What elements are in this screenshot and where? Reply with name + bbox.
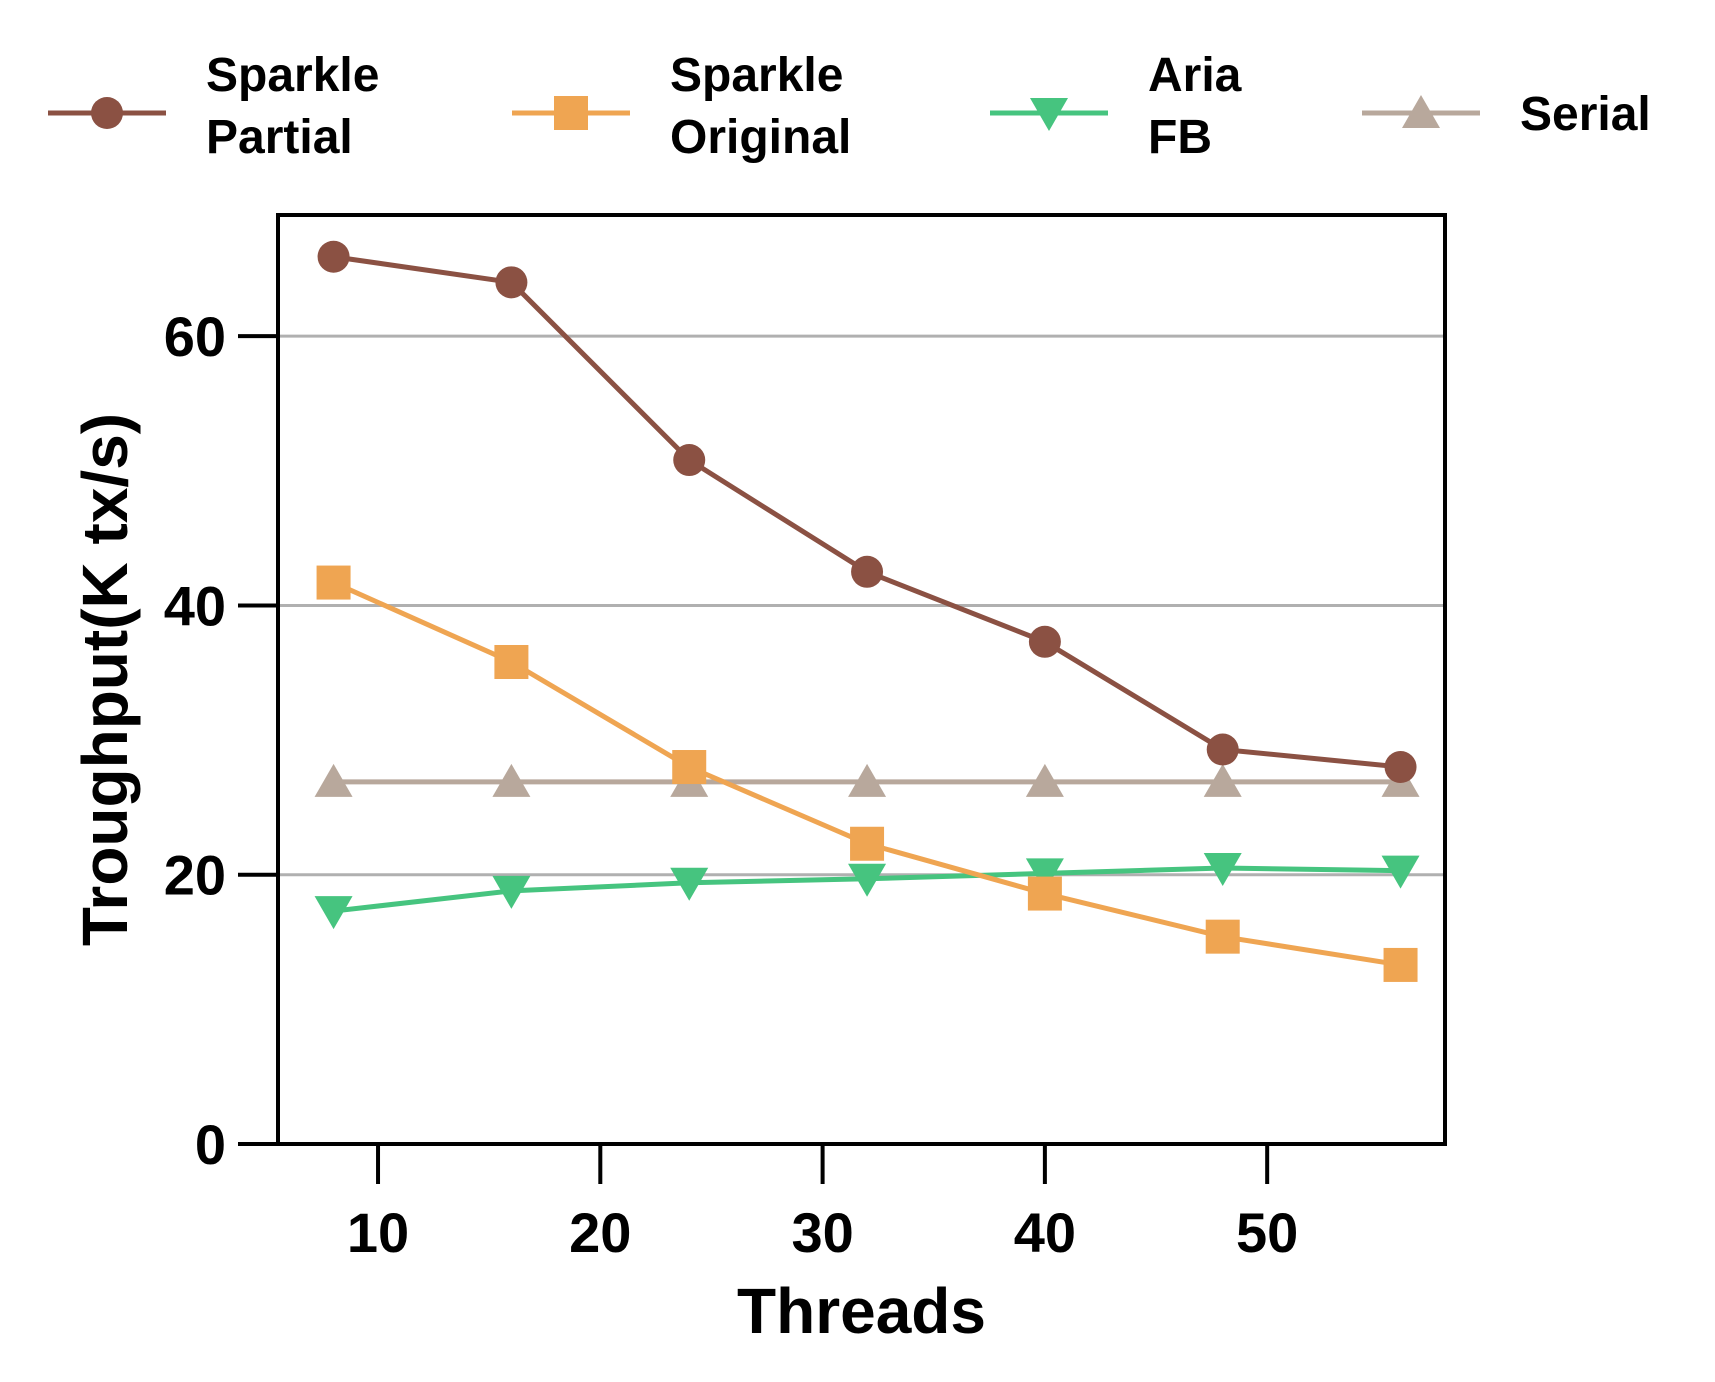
legend: Sparkle Partial Sparkle Original Aria FB Seria… <box>48 49 1651 164</box>
data-point-sparkle-original <box>1027 876 1062 911</box>
data-point-sparkle-original <box>1205 919 1240 954</box>
data-point-sparkle-partial <box>495 266 528 299</box>
data-point-serial <box>1203 763 1242 797</box>
data-point-sparkle-original <box>1383 947 1418 982</box>
data-point-aria-fb <box>492 875 531 909</box>
data-point-sparkle-partial <box>1206 733 1239 766</box>
series-aria-fb <box>314 852 1420 930</box>
legend-label: Sparkle <box>670 49 843 102</box>
legend-label: Aria <box>1148 49 1242 102</box>
legend-label: Original <box>670 111 851 164</box>
data-point-serial <box>848 763 887 797</box>
data-point-sparkle-partial <box>673 444 706 477</box>
data-point-sparkle-original <box>672 750 707 785</box>
data-point-aria-fb <box>314 896 353 930</box>
legend-marker <box>91 97 123 129</box>
data-point-sparkle-original <box>316 565 351 600</box>
legend-item-sparkle-original: Sparkle Original <box>512 49 851 164</box>
y-tick-label: 60 <box>164 305 226 368</box>
x-tick-label: 40 <box>1014 1201 1076 1264</box>
axes: 0 20 40 60 10 20 30 40 50 <box>164 305 1299 1264</box>
legend-item-serial: Serial <box>1362 88 1651 141</box>
data-point-serial <box>492 763 531 797</box>
series-group <box>314 240 1420 982</box>
x-tick-label: 20 <box>569 1201 631 1264</box>
legend-label: Sparkle <box>206 49 379 102</box>
y-tick-label: 0 <box>195 1113 226 1176</box>
data-point-aria-fb <box>1203 852 1242 886</box>
data-point-aria-fb <box>1381 855 1420 889</box>
data-point-aria-fb <box>1025 858 1064 892</box>
data-point-aria-fb <box>670 867 709 901</box>
y-tick-label: 40 <box>164 574 226 637</box>
data-point-aria-fb <box>848 863 887 897</box>
legend-marker <box>1030 98 1068 131</box>
series-sparkle-partial <box>317 240 1417 784</box>
series-serial <box>314 763 1420 797</box>
data-point-sparkle-original <box>494 644 529 679</box>
legend-item-aria-fb: Aria FB <box>990 49 1242 164</box>
series-line-sparkle-partial <box>333 254 1401 770</box>
data-point-sparkle-partial <box>1384 751 1417 784</box>
legend-item-sparkle-partial: Sparkle Partial <box>48 49 379 164</box>
plot-frame <box>276 213 1447 1146</box>
x-tick-label: 30 <box>791 1201 853 1264</box>
x-tick-label: 50 <box>1236 1201 1298 1264</box>
legend-marker <box>1402 95 1440 128</box>
legend-label: FB <box>1148 111 1212 164</box>
data-point-sparkle-partial <box>1028 625 1061 658</box>
x-tick-label: 10 <box>347 1201 409 1264</box>
y-tick-label: 20 <box>164 844 226 907</box>
y-axis-label: Troughput(K tx/s) <box>69 413 141 946</box>
data-point-sparkle-partial <box>317 240 350 273</box>
series-sparkle-original <box>316 565 1418 982</box>
legend-label: Serial <box>1520 88 1651 141</box>
data-point-serial <box>314 763 353 797</box>
data-point-serial <box>1025 763 1064 797</box>
data-point-sparkle-original <box>850 826 885 861</box>
data-point-sparkle-partial <box>851 555 884 588</box>
legend-marker <box>554 96 588 130</box>
legend-label: Partial <box>206 111 353 164</box>
x-axis-label: Threads <box>737 1275 986 1347</box>
